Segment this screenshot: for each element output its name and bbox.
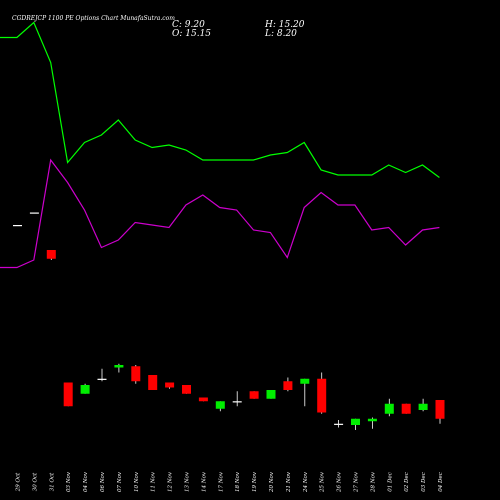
x-tick-label: 24 Nov (303, 471, 309, 493)
x-tick-label: 21 Nov (286, 471, 292, 493)
candle (351, 418, 360, 430)
candle (148, 375, 158, 390)
x-tick-label: 04 Nov (83, 471, 89, 492)
x-axis-ticks: 29 Oct 30 Oct 31 Oct 03 Nov 04 Nov 06 Nov 07 N… (16, 471, 445, 493)
low-readout: L: 8.20 (264, 29, 297, 39)
x-tick-label: 17 Nov (218, 471, 224, 492)
candle (334, 420, 344, 428)
x-tick-label: 31 Oct (49, 472, 55, 491)
x-tick-label: 04 Dec (438, 472, 444, 492)
candle-body (384, 403, 394, 414)
candle (384, 398, 394, 417)
candle-body (317, 378, 327, 413)
candle (182, 385, 191, 394)
candle (13, 225, 22, 227)
candle-body (131, 366, 141, 382)
candle-body (300, 378, 310, 384)
chart-title: CGDREJCP 1100 PE Options Chart MunafaSut… (12, 15, 175, 22)
x-tick-label: 11 Nov (151, 471, 157, 492)
candle-body (435, 400, 445, 419)
candle (198, 397, 208, 402)
candle (215, 401, 225, 412)
candle (418, 398, 428, 412)
candle-body (266, 390, 276, 399)
x-tick-label: 06 Nov (100, 471, 106, 492)
candle-body (13, 225, 22, 227)
candle (300, 378, 310, 407)
candle-body (182, 385, 191, 394)
candle-body (198, 397, 208, 402)
x-tick-label: 03 Nov (66, 471, 72, 492)
upper-band-line (0, 21, 440, 178)
close-readout: C: 9.20 (172, 20, 205, 30)
x-tick-label: 30 Oct (32, 472, 38, 491)
candle (114, 363, 124, 373)
candle (131, 365, 141, 384)
candle (435, 400, 445, 424)
candle-body (114, 365, 124, 368)
candle-body (29, 212, 39, 214)
lower-band-line (0, 158, 440, 269)
x-tick-label: 20 Nov (269, 471, 275, 493)
candle (97, 368, 107, 382)
candle-body (80, 385, 90, 394)
candle (317, 372, 327, 414)
candle (232, 391, 242, 407)
x-tick-label: 02 Dec (404, 472, 410, 492)
x-tick-label: 19 Nov (252, 471, 258, 492)
candle-body (334, 423, 344, 425)
candle-body (63, 382, 73, 407)
x-tick-label: 26 Nov (337, 471, 343, 493)
open-readout: O: 15.15 (172, 29, 211, 39)
bands (0, 21, 440, 269)
candle (80, 383, 90, 394)
candle (283, 377, 293, 392)
candle-body (46, 250, 56, 259)
candles (13, 212, 445, 430)
candle-body (249, 391, 259, 399)
x-tick-label: 13 Nov (185, 471, 191, 492)
x-tick-label: 18 Nov (235, 471, 241, 492)
candle (266, 390, 276, 399)
x-tick-label: 03 Dec (421, 472, 427, 492)
x-tick-label: 28 Nov (370, 471, 376, 493)
candle-body (165, 382, 175, 388)
candle-body (232, 401, 242, 403)
x-tick-label: 14 Nov (201, 471, 207, 492)
x-tick-label: 29 Oct (16, 472, 22, 492)
candle-body (418, 403, 428, 410)
candle (367, 417, 377, 429)
candle-body (351, 418, 360, 425)
candle (249, 391, 259, 399)
x-tick-label: 10 Nov (134, 471, 140, 492)
candle-body (148, 375, 158, 390)
candle-body (401, 403, 411, 414)
candle-body (97, 378, 107, 380)
candle-body (283, 381, 293, 390)
high-readout: H: 15.20 (264, 20, 305, 30)
x-tick-label: 12 Nov (168, 471, 174, 492)
x-tick-label: 01 Dec (387, 472, 393, 492)
candle-body (215, 401, 225, 409)
candle (29, 212, 39, 214)
candle (46, 250, 56, 260)
candle (401, 403, 411, 414)
x-tick-label: 07 Nov (117, 471, 123, 492)
candle (165, 382, 175, 389)
x-tick-label: 27 Nov (354, 471, 360, 493)
x-tick-label: 25 Nov (320, 471, 326, 493)
candle-body (367, 418, 377, 422)
candle (63, 382, 73, 407)
